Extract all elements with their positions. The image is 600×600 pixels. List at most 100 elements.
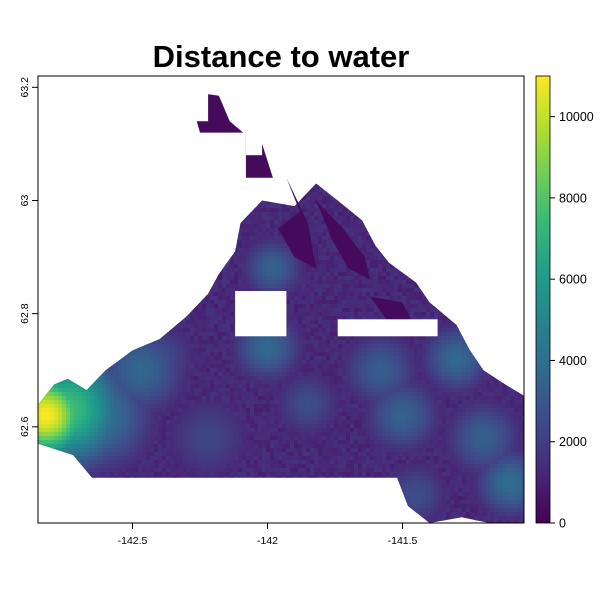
raster-cell [498, 236, 503, 241]
raster-cell [366, 76, 371, 81]
raster-cell [134, 208, 139, 213]
raster-cell [462, 228, 467, 233]
raster-cell [346, 128, 351, 133]
raster-cell [350, 228, 355, 233]
raster-cell [150, 124, 155, 129]
raster-cell [434, 84, 439, 89]
raster-cell [410, 144, 415, 149]
raster-cell [210, 88, 215, 93]
raster-cell [322, 164, 327, 169]
raster-cell [50, 236, 55, 241]
raster-cell [498, 152, 503, 157]
raster-cell [170, 164, 175, 169]
raster-cell [50, 148, 55, 153]
raster-cell [142, 232, 147, 237]
raster-cell [94, 164, 99, 169]
raster-cell [434, 92, 439, 97]
raster-cell [462, 168, 467, 173]
raster-cell [478, 124, 483, 129]
raster-cell [98, 200, 103, 205]
raster-cell [122, 184, 127, 189]
raster-cell [494, 84, 499, 89]
raster-cell [178, 236, 183, 241]
raster-cell [406, 160, 411, 165]
raster-cell [250, 116, 255, 121]
raster-cell [78, 128, 83, 133]
raster-cell [226, 148, 231, 153]
raster-cell [218, 152, 223, 157]
raster-cell [450, 204, 455, 209]
raster-cell [114, 92, 119, 97]
raster-cell [178, 108, 183, 113]
raster-cell [42, 104, 47, 109]
raster-cell [490, 220, 495, 225]
raster-cell [262, 192, 267, 197]
raster-cell [410, 84, 415, 89]
raster-cell [510, 164, 515, 169]
raster-cell [270, 236, 275, 241]
raster-cell [146, 216, 151, 221]
raster-cell [510, 96, 515, 101]
raster-cell [202, 216, 207, 221]
raster-cell [410, 176, 415, 181]
raster-cell [270, 156, 275, 161]
raster-cell [82, 136, 87, 141]
raster-cell [158, 188, 163, 193]
raster-cell [54, 108, 59, 113]
raster-cell [230, 96, 235, 101]
raster-cell [390, 184, 395, 189]
raster-cell [346, 228, 351, 233]
raster-cell [362, 208, 367, 213]
raster-cell [322, 124, 327, 129]
raster-cell [66, 140, 71, 145]
raster-cell [450, 96, 455, 101]
raster-cell [86, 136, 91, 141]
raster-cell [494, 184, 499, 189]
raster-cell [374, 204, 379, 209]
raster-cell [326, 236, 331, 241]
raster-cell [226, 188, 231, 193]
raster-cell [130, 144, 135, 149]
raster-cell [194, 200, 199, 205]
raster-cell [366, 164, 371, 169]
raster-cell [502, 108, 507, 113]
raster-cell [514, 172, 519, 177]
raster-cell [50, 228, 55, 233]
raster-cell [462, 232, 467, 237]
raster-cell [250, 104, 255, 109]
raster-cell [494, 164, 499, 169]
raster-cell [514, 168, 519, 173]
raster-cell [154, 192, 159, 197]
raster-cell [438, 196, 443, 201]
raster-cell [194, 236, 199, 241]
raster-cell [494, 224, 499, 229]
raster-cell [302, 160, 307, 165]
raster-cell [474, 168, 479, 173]
raster-cell [114, 212, 119, 217]
raster-cell [122, 156, 127, 161]
raster-cell [194, 220, 199, 225]
raster-cell [502, 192, 507, 197]
raster-cell [338, 88, 343, 93]
raster-cell [438, 200, 443, 205]
raster-cell [146, 184, 151, 189]
raster-cell [186, 212, 191, 217]
raster-cell [70, 128, 75, 133]
raster-cell [394, 168, 399, 173]
raster-cell [174, 112, 179, 117]
raster-cell [150, 92, 155, 97]
raster-cell [446, 88, 451, 93]
raster-cell [510, 184, 515, 189]
raster-cell [470, 88, 475, 93]
raster-cell [90, 156, 95, 161]
raster-cell [478, 116, 483, 121]
raster-cell [322, 228, 327, 233]
raster-cell [510, 80, 515, 85]
raster-cell [282, 124, 287, 129]
raster-cell [202, 156, 207, 161]
raster-cell [106, 172, 111, 177]
raster-cell [502, 172, 507, 177]
raster-cell [102, 128, 107, 133]
raster-cell [66, 112, 71, 117]
raster-cell [446, 164, 451, 169]
